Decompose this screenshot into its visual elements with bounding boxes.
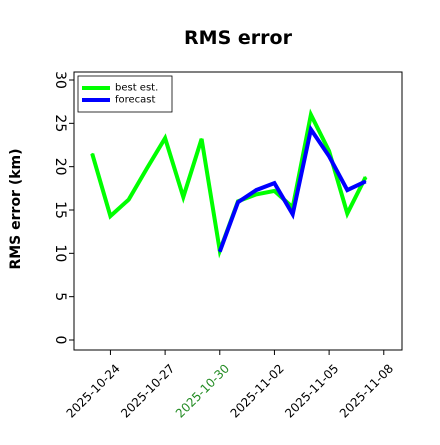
data-point [310, 113, 312, 116]
legend-label: forecast [115, 95, 156, 106]
legend-label: best est. [115, 83, 158, 94]
data-point [218, 250, 221, 253]
data-point [346, 189, 349, 191]
y-tick-label: 25 [52, 114, 68, 132]
data-point [109, 215, 112, 217]
x-tick-label: 2025-11-08 [337, 361, 396, 420]
data-point [310, 128, 312, 131]
data-point [127, 198, 130, 201]
y-tick-label: 0 [52, 336, 68, 345]
data-point [273, 190, 276, 192]
data-point [182, 196, 185, 198]
series-1 [217, 124, 367, 253]
data-point [237, 201, 239, 203]
y-tick-label: 30 [52, 71, 68, 89]
y-tick-label: 5 [52, 292, 68, 301]
y-tick-label: 10 [52, 244, 68, 262]
y-axis-ticks: 0 5 10 15 20 25 30 [52, 71, 74, 344]
x-tick-label: 2025-11-05 [282, 361, 341, 420]
chart-title: RMS error [184, 27, 293, 49]
data-point [164, 137, 166, 139]
x-tick-label: 2025-10-24 [64, 361, 123, 420]
data-point [364, 180, 367, 183]
y-tick-label: 15 [52, 201, 68, 219]
plot-frame [73, 71, 403, 351]
data-point [200, 138, 203, 140]
series-layer [90, 108, 368, 259]
data-point [328, 150, 330, 152]
data-point [146, 167, 148, 170]
x-tick-label: 2025-11-02 [228, 361, 287, 420]
x-tick-label: 2025-10-27 [118, 361, 177, 420]
legend: best est.forecast [77, 75, 173, 113]
series-line [217, 124, 367, 253]
legend-box [77, 75, 173, 113]
data-point [291, 213, 294, 216]
data-point [273, 182, 276, 184]
data-point [328, 155, 330, 158]
data-point [255, 189, 258, 191]
y-tick-label: 20 [52, 158, 68, 176]
data-point [255, 193, 258, 196]
y-axis-label: RMS error (km) [8, 148, 24, 269]
x-axis-ticks: 2025-10-242025-10-272025-10-302025-11-02… [64, 350, 396, 421]
data-point [346, 212, 349, 215]
x-tick-label: 2025-10-30 [173, 361, 232, 420]
data-point [91, 152, 94, 155]
data-point [364, 176, 367, 178]
